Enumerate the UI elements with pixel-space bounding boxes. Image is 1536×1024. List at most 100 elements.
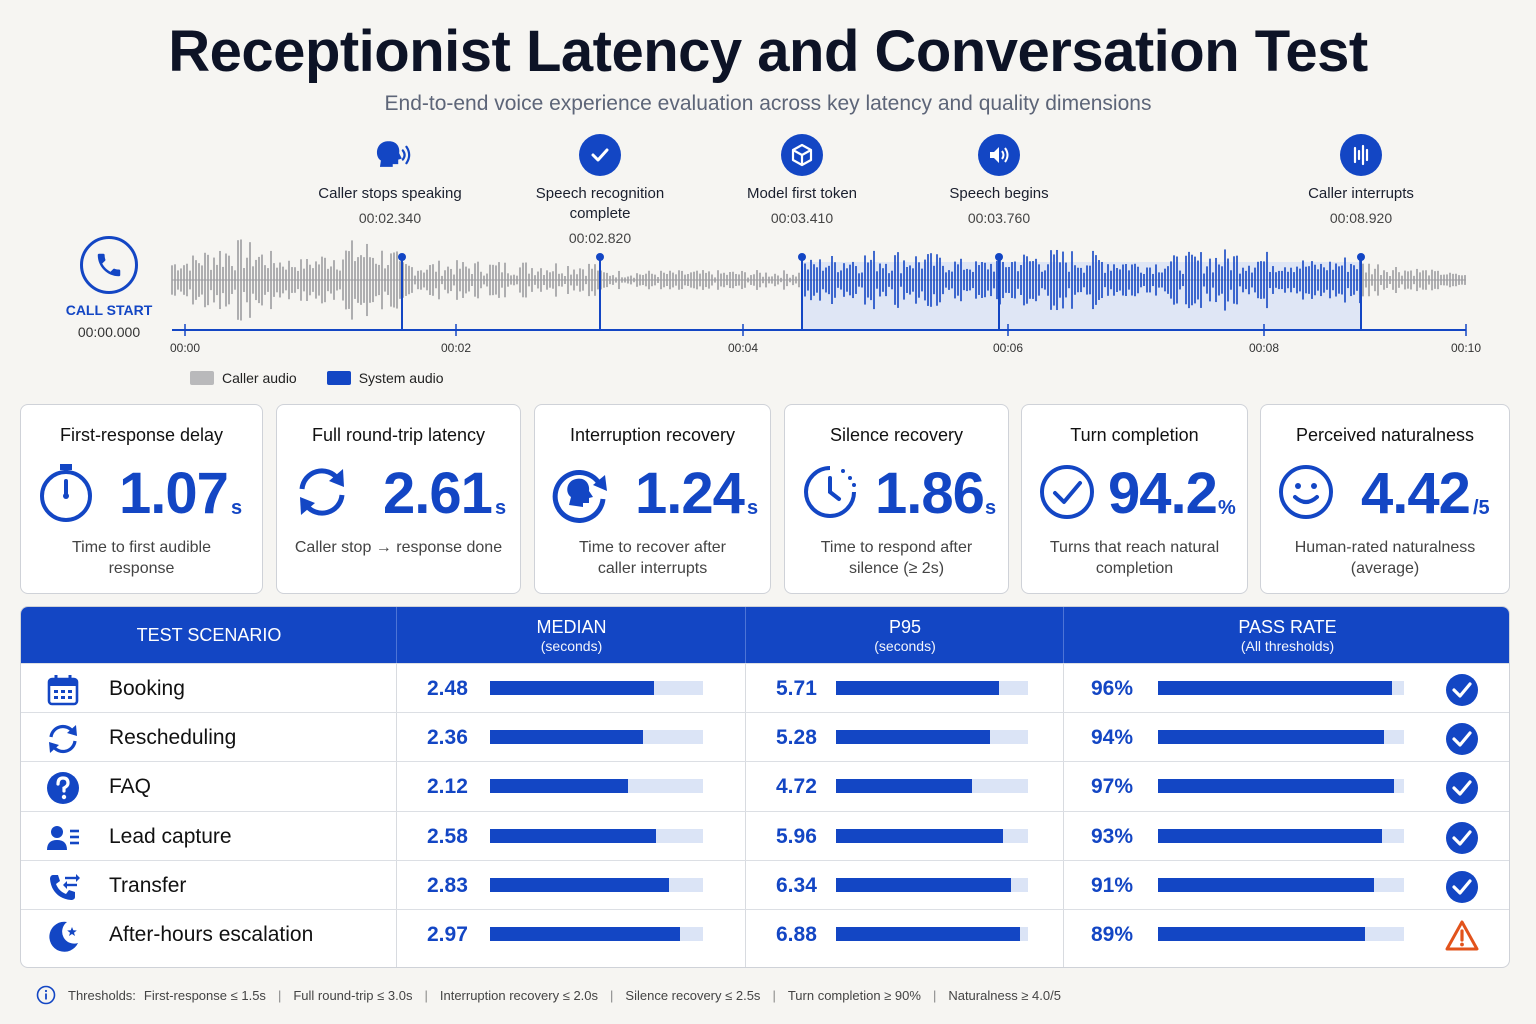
median-value: 2.12 <box>427 775 468 799</box>
kpi-value: 1.24 <box>635 461 745 526</box>
p95-bar-track <box>836 828 1028 843</box>
header-p95: P95 (seconds) <box>746 607 1064 663</box>
event-time: 00:08.920 <box>1329 210 1393 226</box>
header-test-scenario: TEST SCENARIO <box>21 607 397 663</box>
column-divider <box>396 663 397 967</box>
kpi-desc: Time to respond after silence (≥ 2s) <box>820 539 973 577</box>
pass-value: 89% <box>1091 923 1134 946</box>
header-label: PASS RATE <box>1238 616 1337 637</box>
head-recover-icon <box>552 469 607 523</box>
kpi-desc: Caller stop → response done <box>294 539 503 556</box>
moon-icon <box>45 918 81 954</box>
pass-bar-track <box>1158 730 1404 745</box>
scenario-name: Rescheduling <box>109 726 237 750</box>
kpi-value: 1.07 <box>119 461 229 526</box>
kpi-card-round-trip: Full round-trip latency 2.61 s Caller st… <box>276 404 521 594</box>
refresh-icon <box>45 721 81 757</box>
p95-bar-fill <box>836 779 973 794</box>
kpi-title: Perceived naturalness <box>1295 425 1475 445</box>
p95-bar-track <box>836 779 1028 794</box>
header-divider <box>1063 607 1064 663</box>
kpi-value: 1.86 <box>875 461 985 526</box>
header-pass-rate: PASS RATE (All thresholds) <box>1064 607 1509 663</box>
p95-bar-fill <box>836 877 1011 892</box>
kpi-desc: Turns that reach natural completion <box>1049 539 1220 577</box>
scenario-name: Booking <box>109 677 185 700</box>
kpi-unit: s <box>747 497 759 519</box>
median-value: 2.83 <box>427 873 468 897</box>
header-sublabel: (seconds) <box>874 637 936 654</box>
timeline-event: Model first token 00:03.410 <box>702 134 902 226</box>
call-start-time: 00:00.000 <box>77 324 141 340</box>
speaker-icon <box>978 134 1020 176</box>
event-time: 00:02.820 <box>568 230 632 246</box>
pass-bar-fill <box>1158 828 1382 843</box>
kpi-unit: /5 <box>1473 497 1490 519</box>
table-row: FAQ 2.12 4.72 97% <box>21 761 1509 810</box>
header-sublabel: (seconds) <box>540 637 603 654</box>
status-badge <box>1445 673 1479 707</box>
axis-tick-label: 00:10 <box>1450 341 1482 355</box>
scenario-name: FAQ <box>109 775 152 799</box>
median-value: 2.48 <box>427 677 468 700</box>
question-icon <box>45 770 81 806</box>
kpi-card-interruption: Interruption recovery 1.24 s Time to rec… <box>534 404 771 594</box>
kpi-title: Turn completion <box>1070 425 1199 445</box>
threshold-separator: | <box>610 987 614 1003</box>
threshold-item: Naturalness ≥ 4.0/5 <box>948 987 1061 1003</box>
table-row: After-hours escalation 2.97 6.88 89% <box>21 909 1509 958</box>
speaking-head-icon <box>369 134 411 176</box>
waveform-chart <box>171 239 1467 336</box>
status-badge <box>1445 870 1479 904</box>
threshold-item: Turn completion ≥ 90% <box>787 987 921 1003</box>
header-sublabel: (All thresholds) <box>1240 637 1335 654</box>
event-marker-dot <box>596 253 604 261</box>
cube-icon <box>781 134 823 176</box>
threshold-item: Silence recovery ≤ 2.5s <box>625 987 761 1003</box>
kpi-card-first-response: First-response delay 1.07 s Time to firs… <box>20 404 263 594</box>
check-badge-icon <box>1446 772 1478 805</box>
pass-bar-track <box>1158 681 1404 695</box>
legend-system-label: System audio <box>358 370 444 386</box>
axis-tick-label: 00:06 <box>992 341 1024 355</box>
status-badge <box>1445 722 1479 756</box>
scenario-name: Transfer <box>109 873 187 897</box>
p95-value: 4.72 <box>776 775 817 799</box>
pass-bar-track <box>1158 828 1404 843</box>
threshold-item: Interruption recovery ≤ 2.0s <box>439 987 599 1003</box>
threshold-separator: | <box>932 987 937 1003</box>
timeline-event: Caller interrupts 00:08.920 <box>1261 134 1461 226</box>
header-label: MEDIAN <box>536 616 607 637</box>
contact-card-icon <box>45 820 81 856</box>
kpi-title: First-response delay <box>59 425 224 445</box>
thresholds-label: Thresholds: <box>68 987 136 1003</box>
p95-bar-track <box>836 730 1028 745</box>
caller-swatch <box>190 371 214 385</box>
kpi-unit: % <box>1218 497 1236 519</box>
event-time: 00:02.340 <box>358 210 422 226</box>
column-divider <box>745 663 746 967</box>
threshold-separator: | <box>277 987 282 1003</box>
kpi-card-naturalness: Perceived naturalness 4.42 /5 Human-rate… <box>1260 404 1510 594</box>
median-value: 2.36 <box>427 726 468 750</box>
call-start-marker: CALL START 00:00.000 <box>60 236 158 340</box>
call-timeline: CALL START 00:00.000 Caller stops speaki… <box>0 0 1536 400</box>
p95-bar-fill <box>836 927 1021 941</box>
kpi-cards: First-response delay 1.07 s Time to firs… <box>20 404 1510 594</box>
pass-bar-fill <box>1158 730 1385 745</box>
header-median: MEDIAN (seconds) <box>397 607 746 663</box>
pass-value: 97% <box>1091 775 1134 799</box>
stopwatch-icon <box>40 464 92 522</box>
kpi-unit: s <box>985 497 997 519</box>
median-value: 2.97 <box>427 923 468 946</box>
check-circle-icon <box>1040 465 1094 519</box>
p95-bar-track <box>836 877 1028 892</box>
median-bar-fill <box>490 681 654 695</box>
legend-caller: Caller audio <box>190 370 297 386</box>
table-row: Booking 2.48 5.71 96% <box>21 663 1509 712</box>
event-marker-dot <box>398 253 406 261</box>
phone-icon <box>80 236 138 294</box>
header-divider <box>396 607 397 663</box>
kpi-unit: s <box>231 497 243 519</box>
pass-value: 91% <box>1091 873 1134 897</box>
